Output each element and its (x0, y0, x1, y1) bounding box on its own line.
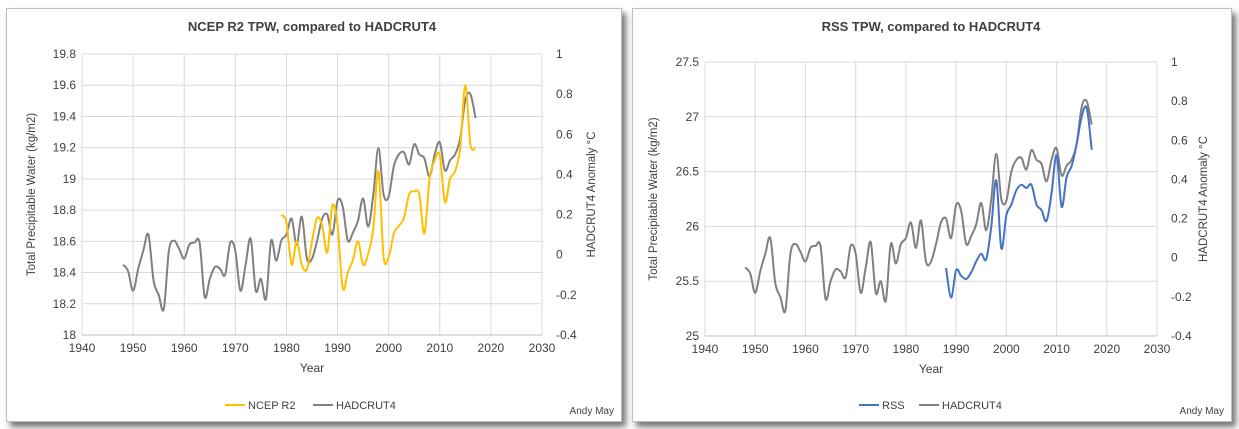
y2-tick-label: 0.6 (1171, 133, 1188, 147)
x-tick-label: 1990 (943, 342, 970, 356)
y-tick-label: 25 (686, 329, 700, 343)
legend-label: HADCRUT4 (336, 400, 396, 412)
x-tick-label: 1940 (69, 341, 96, 355)
credit-text: Andy May (1180, 406, 1224, 417)
chart-rss: 1940 1950 1960 1970 1980 1990 2000 2010 2020 2030… (648, 19, 1224, 417)
x-axis-title: Year (919, 362, 943, 376)
chart-ncep: 1940 1950 1960 1970 1980 1990 2000 2010 2020 2030… (26, 19, 614, 417)
y-tick-label: 18.6 (53, 234, 77, 248)
x-tick-label: 2020 (478, 341, 505, 355)
series-line-hadcrut4 (744, 98, 1093, 314)
y2-tick-label: 1 (556, 47, 563, 61)
y2-tick-label: 0.2 (556, 208, 573, 222)
legend-label: NCEP R2 (248, 400, 295, 412)
y-tick-label: 19 (63, 172, 77, 186)
series-line-rss (945, 105, 1093, 299)
legend-label: RSS (882, 400, 905, 412)
y-axis-title: Total Precipitable Water (kg/m2) (26, 113, 38, 276)
x-tick-label: 2020 (1093, 342, 1120, 356)
series-line-ncep-r2 (280, 84, 477, 291)
chart-title: NCEP R2 TPW, compared to HADCRUT4 (188, 19, 437, 34)
x-tick-label: 1960 (171, 341, 198, 355)
chart-panel-rss: 1940 1950 1960 1970 1980 1990 2000 2010 2020 2030… (632, 8, 1232, 422)
x-tick-label: 1990 (324, 341, 351, 355)
y2-tick-label: 0.4 (556, 167, 573, 181)
y2-tick-label: 0 (1171, 251, 1178, 265)
y2-tick-label: -0.4 (556, 328, 577, 342)
y-tick-label: 25.5 (676, 274, 700, 288)
x-tick-label: 1950 (120, 341, 147, 355)
y2-axis-title: HADCRUT4 Anomaly °C (1198, 136, 1210, 262)
y-tick-label: 19.6 (53, 78, 77, 92)
x-tick-label: 1940 (692, 342, 719, 356)
y-tick-label: 27.5 (676, 55, 700, 69)
chart-panel-ncep: 1940 1950 1960 1970 1980 1990 2000 2010 2020 2030… (6, 8, 622, 422)
y-tick-label: 19.8 (53, 47, 77, 61)
y-tick-label: 27 (686, 110, 700, 124)
y-tick-label: 19.4 (53, 109, 77, 123)
y2-tick-label: 0.4 (1171, 172, 1188, 186)
chart-title: RSS TPW, compared to HADCRUT4 (822, 19, 1042, 34)
y2-tick-label: 1 (1171, 55, 1178, 69)
x-tick-label: 2000 (375, 341, 402, 355)
x-tick-label: 1970 (842, 342, 869, 356)
y2-tick-label: 0.6 (556, 127, 573, 141)
x-tick-label: 2000 (993, 342, 1020, 356)
y-tick-label: 26 (686, 219, 700, 233)
x-tick-label: 2010 (426, 341, 453, 355)
y-tick-label: 18.4 (53, 266, 77, 280)
y-tick-label: 18 (63, 328, 77, 342)
x-tick-label: 2030 (1144, 342, 1171, 356)
x-tick-label: 1950 (742, 342, 769, 356)
y-tick-label: 19.2 (53, 141, 77, 155)
y-tick-label: 18.8 (53, 203, 77, 217)
x-tick-label: 1970 (222, 341, 249, 355)
y2-tick-label: 0.8 (1171, 94, 1188, 108)
x-tick-label: 2010 (1043, 342, 1070, 356)
series-line-hadcrut4 (122, 91, 477, 312)
y2-tick-label: 0.8 (556, 87, 573, 101)
x-tick-label: 2030 (529, 341, 556, 355)
y2-tick-label: -0.4 (1171, 329, 1192, 343)
credit-text: Andy May (570, 406, 614, 417)
y2-tick-label: -0.2 (1171, 290, 1192, 304)
x-tick-label: 1960 (792, 342, 819, 356)
y-axis-title: Total Precipitable Water (kg/m2) (648, 117, 660, 280)
y2-tick-label: 0 (556, 248, 563, 262)
x-axis-title: Year (300, 361, 324, 375)
y2-tick-label: -0.2 (556, 288, 577, 302)
x-tick-label: 1980 (893, 342, 920, 356)
y-tick-label: 18.2 (53, 297, 77, 311)
y-tick-label: 26.5 (676, 165, 700, 179)
y2-axis-title: HADCRUT4 Anomaly °C (586, 131, 598, 257)
legend-label: HADCRUT4 (942, 400, 1002, 412)
y2-tick-label: 0.2 (1171, 212, 1188, 226)
x-tick-label: 1980 (273, 341, 300, 355)
